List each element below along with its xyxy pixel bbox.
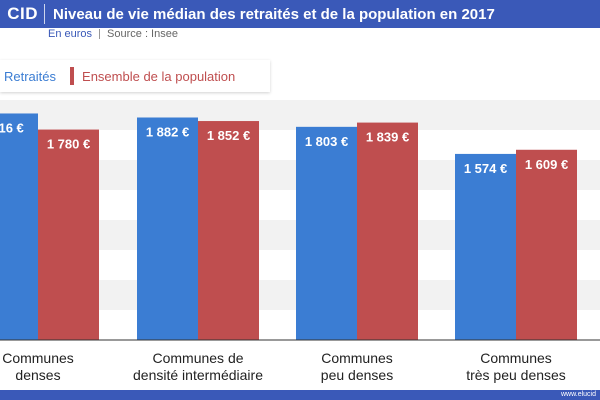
grid-band (0, 100, 600, 130)
site-url: www.elucid (560, 391, 596, 398)
data-label: 1 803 € (305, 134, 348, 149)
legend-item-retraites: Retraités (4, 69, 56, 84)
data-label: 1 609 € (525, 157, 568, 172)
chart-title: Niveau de vie médian des retraités et de… (53, 5, 495, 23)
source-label: Source : Insee (107, 28, 178, 40)
chart-subtitle: En euros Source : Insee (48, 27, 178, 41)
data-label: 1 852 € (207, 128, 250, 143)
bar-population (357, 122, 418, 340)
footer-bar: www.elucid (0, 390, 600, 400)
legend-item-population: Ensemble de la population (70, 67, 235, 85)
category-label: très peu denses (466, 367, 566, 383)
category-label: Communes de (152, 350, 243, 366)
legend-label-population: Ensemble de la population (82, 68, 236, 84)
data-label: 1 780 € (47, 137, 90, 152)
bar-retraites (0, 113, 38, 340)
bar-retraites (455, 153, 516, 340)
header-divider (44, 4, 45, 24)
bar-retraites (137, 117, 198, 341)
legend-swatch-population (70, 67, 75, 85)
category-label: denses (15, 367, 60, 383)
bar-population (516, 149, 577, 340)
data-label: 916 € (0, 120, 24, 135)
bar-retraites (296, 126, 357, 341)
data-label: 1 882 € (146, 124, 189, 139)
data-label: 1 839 € (366, 130, 409, 145)
legend: Retraités Ensemble de la population (0, 60, 270, 92)
brand-logo: CID (7, 4, 38, 23)
unit-label: En euros (48, 28, 93, 40)
legend-label-retraites: Retraités (4, 68, 57, 84)
category-label: peu denses (321, 367, 393, 383)
data-label: 1 574 € (464, 161, 507, 176)
category-label: Communes (2, 350, 74, 366)
category-label: Communes (321, 350, 393, 366)
subtitle-divider (99, 29, 101, 39)
category-label: Communes (480, 350, 552, 366)
header-bar: CID Niveau de vie médian des retraités e… (0, 0, 600, 28)
bar-population (198, 121, 259, 340)
bar-population (38, 129, 99, 340)
category-label: densité intermédiaire (133, 367, 263, 383)
